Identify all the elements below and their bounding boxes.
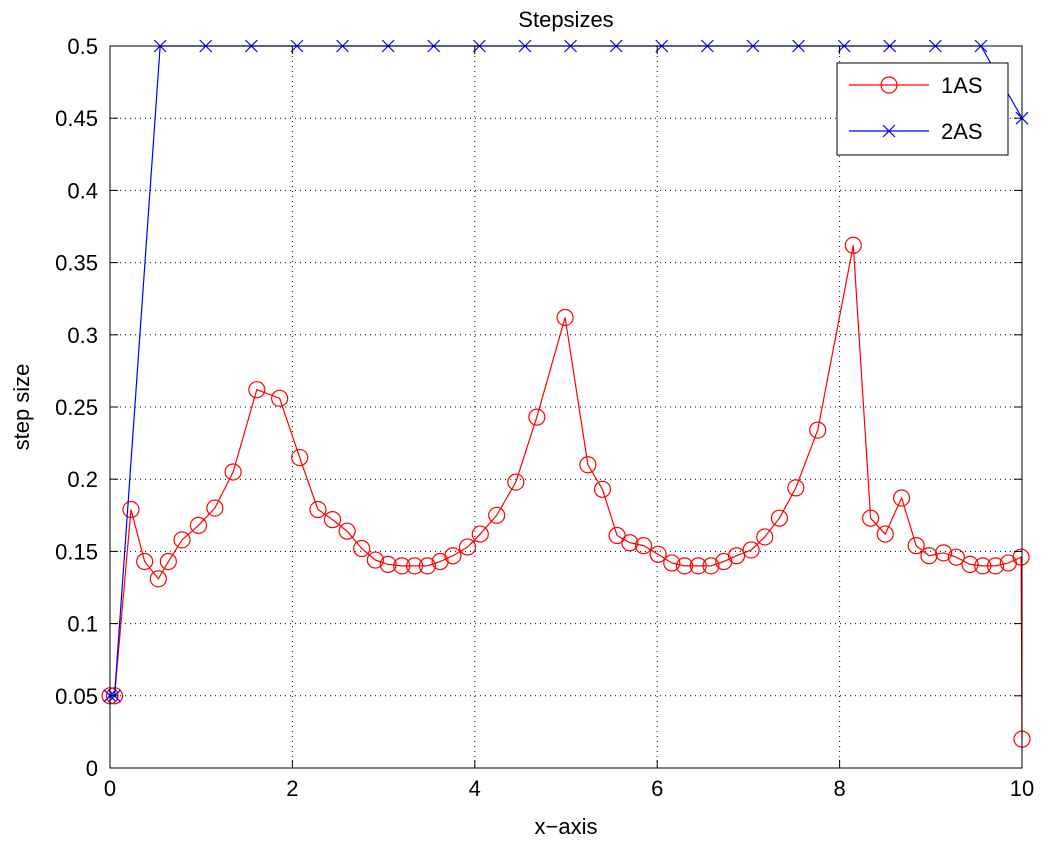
data-point: [770, 509, 789, 527]
data-point: [986, 557, 1005, 575]
data-point: [338, 522, 356, 540]
y-tick-label: 0.25: [55, 395, 98, 420]
y-tick-label: 0.2: [67, 467, 98, 492]
data-point: [406, 557, 424, 575]
data-point: [136, 552, 154, 571]
data-point: [224, 463, 242, 481]
data-point: [689, 557, 707, 575]
data-point: [727, 547, 746, 565]
data-point: [507, 473, 525, 491]
y-tick-label: 0.5: [67, 34, 98, 59]
legend-box: [836, 62, 1009, 156]
y-tick-label: 0.05: [55, 684, 98, 709]
data-point: [844, 236, 862, 254]
data-point: [291, 448, 309, 467]
data-point: [528, 408, 546, 426]
data-point: [742, 541, 760, 559]
x-axis-label: x−axis: [535, 814, 598, 839]
data-point: [309, 500, 327, 519]
ticks: [109, 45, 1023, 769]
data-point: [271, 389, 289, 407]
grid: [110, 46, 1022, 768]
data-point: [756, 528, 774, 546]
y-axis-label: step size: [9, 364, 34, 451]
x-tick-label: 2: [286, 776, 298, 801]
legend-marker: [880, 76, 898, 94]
data-point: [458, 538, 477, 556]
y-tick-label: 0.3: [67, 323, 98, 348]
data-point: [934, 544, 953, 562]
data-point: [675, 557, 694, 575]
y-tick-label: 0.1: [67, 612, 98, 637]
series-line: [110, 245, 1023, 740]
data-point: [961, 555, 979, 573]
y-tick-label: 0.45: [55, 106, 98, 131]
data-point: [418, 557, 436, 575]
data-point: [876, 525, 894, 543]
legend-marker: [882, 124, 896, 138]
legend-item: 2AS: [849, 119, 983, 144]
series-1AS: [101, 236, 1031, 748]
data-point: [173, 531, 191, 549]
data-point: [189, 516, 208, 535]
data-point: [649, 545, 667, 563]
data-point: [366, 551, 384, 569]
data-point: [353, 539, 371, 558]
data-point: [149, 570, 167, 588]
data-point: [159, 552, 177, 571]
data-point: [444, 547, 462, 565]
data-point: [947, 548, 965, 566]
x-tick-label: 4: [469, 776, 481, 801]
x-tick-label: 10: [1010, 776, 1034, 801]
data-point: [323, 511, 342, 529]
data-point: [787, 479, 805, 497]
chart-title: Stepsizes: [518, 7, 613, 32]
y-tick-label: 0.35: [55, 251, 98, 276]
x-tick-label: 8: [833, 776, 845, 801]
tick-labels: 0 2 4 6 8 10 0 0.05 0.1 0.15 0.2 0.25 0.3 0.35 0.4 0.45…: [55, 34, 1034, 801]
y-tick-label: 0.4: [67, 178, 98, 203]
y-tick-label: 0: [86, 756, 98, 781]
data-point: [974, 557, 992, 575]
data-point: [593, 480, 612, 498]
x-tick-label: 0: [104, 776, 116, 801]
data-point: [379, 555, 397, 573]
y-tick-label: 0.15: [55, 539, 98, 564]
data-point: [556, 308, 574, 327]
data-point: [702, 557, 720, 575]
data-point: [248, 381, 266, 399]
data-point: [488, 506, 506, 524]
data-point: [663, 554, 681, 572]
data-point: [634, 537, 653, 555]
legend-label: 2AS: [941, 119, 983, 144]
data-point: [920, 547, 938, 565]
legend-label: 1AS: [941, 73, 983, 98]
data-point: [608, 526, 626, 545]
x-tick-label: 6: [651, 776, 663, 801]
data-point: [122, 500, 140, 519]
data-point: [206, 499, 224, 517]
data-point: [393, 557, 411, 575]
data-point: [907, 537, 925, 555]
data-point: [862, 509, 880, 527]
data-point: [1012, 548, 1030, 566]
legend-item: 1AS: [849, 73, 983, 98]
data-point: [471, 525, 489, 543]
data-point: [579, 456, 597, 474]
data-point: [621, 534, 639, 552]
data-point: [893, 489, 911, 507]
data-point: [809, 421, 827, 439]
legend: 1AS 2AS: [836, 62, 1009, 156]
